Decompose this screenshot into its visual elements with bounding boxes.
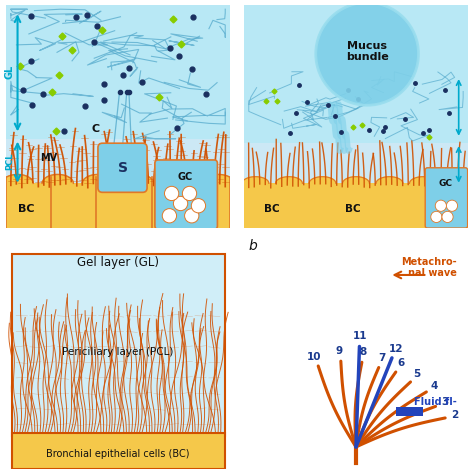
Bar xyxy=(6,5,230,139)
Text: 6: 6 xyxy=(397,358,404,368)
Text: BC: BC xyxy=(264,204,280,214)
Text: Fluid fl-: Fluid fl- xyxy=(414,397,456,407)
Circle shape xyxy=(316,2,419,105)
Text: 8: 8 xyxy=(359,347,366,357)
Text: Bronchial epithelial cells (BC): Bronchial epithelial cells (BC) xyxy=(46,449,190,459)
Circle shape xyxy=(447,200,457,211)
Circle shape xyxy=(184,209,199,223)
Text: 3: 3 xyxy=(441,397,448,407)
Text: 11: 11 xyxy=(353,331,367,341)
Text: PCL: PCL xyxy=(5,152,14,170)
Text: GL: GL xyxy=(5,64,15,79)
Circle shape xyxy=(191,199,206,213)
Bar xyxy=(244,143,468,188)
Bar xyxy=(396,407,423,416)
Bar xyxy=(11,433,225,469)
Polygon shape xyxy=(309,177,336,183)
Polygon shape xyxy=(343,177,369,183)
Text: 4: 4 xyxy=(430,381,438,391)
Text: 12: 12 xyxy=(389,344,403,354)
Text: BC: BC xyxy=(345,204,360,214)
Text: MV: MV xyxy=(40,153,57,163)
Polygon shape xyxy=(82,174,114,183)
Polygon shape xyxy=(2,174,33,183)
Text: 5: 5 xyxy=(413,369,420,379)
Text: GC: GC xyxy=(438,179,452,188)
Polygon shape xyxy=(42,174,73,183)
Bar xyxy=(244,5,468,143)
Polygon shape xyxy=(376,177,403,183)
Text: Mucus
bundle: Mucus bundle xyxy=(346,41,389,63)
FancyBboxPatch shape xyxy=(155,160,218,229)
Polygon shape xyxy=(163,174,194,183)
Circle shape xyxy=(173,196,188,210)
Text: C: C xyxy=(91,124,100,134)
Polygon shape xyxy=(242,177,269,183)
FancyBboxPatch shape xyxy=(425,168,468,228)
Circle shape xyxy=(435,200,447,211)
Circle shape xyxy=(182,186,197,201)
Bar xyxy=(6,139,230,188)
Text: Metachro-: Metachro- xyxy=(401,256,456,266)
Text: BC: BC xyxy=(18,204,34,214)
Text: Periciliary layer (PCL): Periciliary layer (PCL) xyxy=(63,347,174,357)
Text: Gel layer (GL): Gel layer (GL) xyxy=(77,256,159,269)
Text: GC: GC xyxy=(177,172,192,182)
Text: 2: 2 xyxy=(451,410,458,420)
Circle shape xyxy=(442,211,453,222)
Circle shape xyxy=(162,209,176,223)
Text: S: S xyxy=(118,161,128,175)
Bar xyxy=(11,255,225,436)
Polygon shape xyxy=(410,177,437,183)
Polygon shape xyxy=(122,174,154,183)
Polygon shape xyxy=(275,177,302,183)
Text: b: b xyxy=(249,239,257,253)
FancyBboxPatch shape xyxy=(98,143,147,192)
Polygon shape xyxy=(443,177,470,183)
Circle shape xyxy=(164,186,179,201)
Circle shape xyxy=(431,211,442,222)
Text: nal wave: nal wave xyxy=(408,268,456,278)
Text: 9: 9 xyxy=(336,346,343,356)
Polygon shape xyxy=(203,174,234,183)
Bar xyxy=(244,183,468,228)
Text: 7: 7 xyxy=(378,353,385,363)
Bar xyxy=(6,183,230,228)
Text: 10: 10 xyxy=(307,352,321,362)
